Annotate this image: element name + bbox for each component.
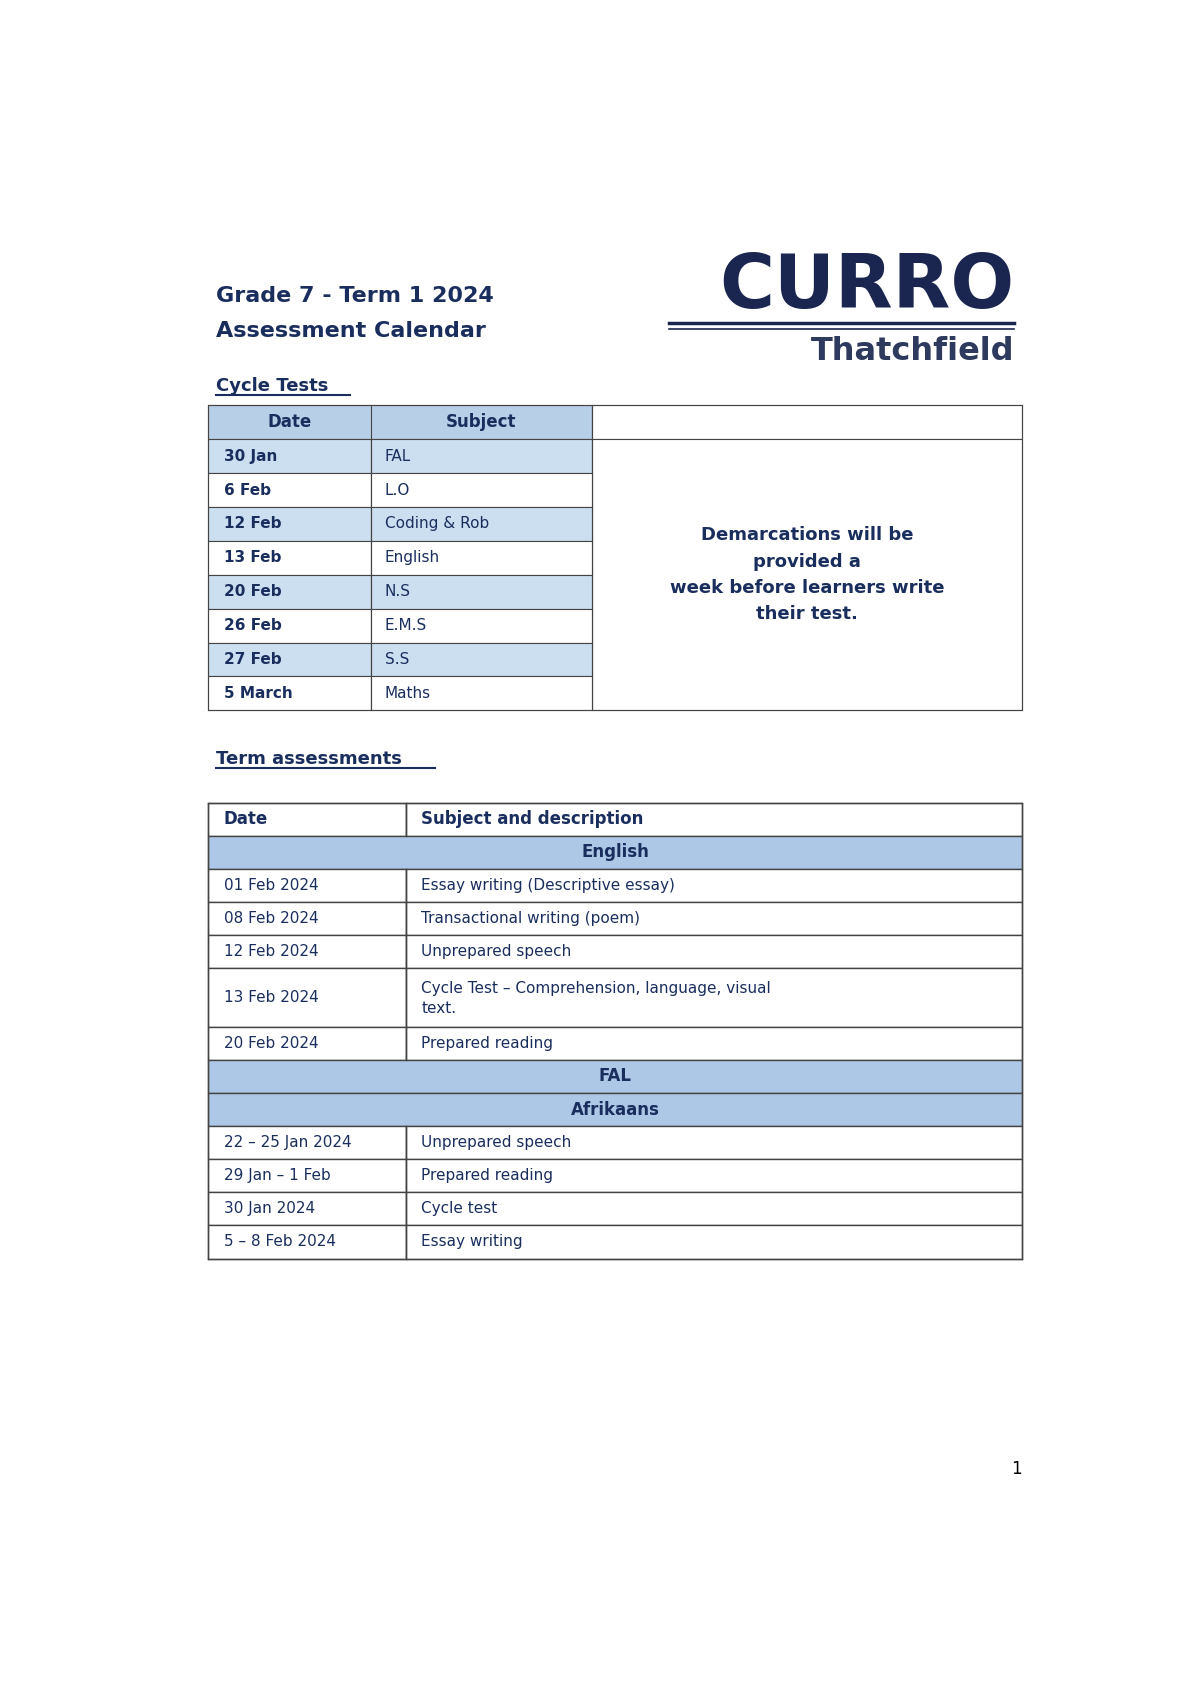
Bar (208, 935, 406, 969)
Bar (208, 643, 371, 677)
Text: Essay writing (Descriptive essay): Essay writing (Descriptive essay) (421, 877, 676, 893)
Text: 1: 1 (1012, 1459, 1022, 1478)
Text: Essay writing: Essay writing (421, 1234, 523, 1249)
Text: CURRO: CURRO (719, 251, 1014, 324)
Text: Assessment Calendar: Assessment Calendar (216, 321, 486, 341)
Bar (208, 406, 592, 440)
Text: Demarcations will be
provided a
week before learners write
their test.: Demarcations will be provided a week bef… (670, 526, 944, 623)
Bar (208, 609, 371, 643)
Bar (208, 1225, 406, 1259)
Bar (406, 1127, 1022, 1159)
Bar (371, 609, 592, 643)
Text: 12 Feb 2024: 12 Feb 2024 (223, 944, 318, 959)
Text: 26 Feb: 26 Feb (223, 618, 281, 633)
Bar (406, 1027, 1022, 1061)
Bar (371, 541, 592, 575)
Bar (208, 803, 406, 837)
Bar (371, 677, 592, 711)
Text: Maths: Maths (385, 686, 431, 701)
Text: Prepared reading: Prepared reading (421, 1035, 553, 1050)
Text: Coding & Rob: Coding & Rob (385, 516, 490, 531)
Bar (208, 1127, 406, 1159)
Bar (208, 541, 371, 575)
Text: Subject: Subject (446, 414, 516, 431)
Text: Unprepared speech: Unprepared speech (421, 944, 571, 959)
Bar (371, 643, 592, 677)
Text: L.O: L.O (385, 482, 410, 497)
Bar (592, 406, 1022, 440)
Bar (406, 1225, 1022, 1259)
Text: 29 Jan – 1 Feb: 29 Jan – 1 Feb (223, 1168, 330, 1183)
Text: 6 Feb: 6 Feb (223, 482, 271, 497)
Bar (208, 473, 371, 507)
Text: Afrikaans: Afrikaans (570, 1101, 660, 1118)
Text: 13 Feb: 13 Feb (223, 550, 281, 565)
Text: N.S: N.S (385, 584, 410, 599)
Text: 5 – 8 Feb 2024: 5 – 8 Feb 2024 (223, 1234, 336, 1249)
Text: 20 Feb 2024: 20 Feb 2024 (223, 1035, 318, 1050)
Text: 30 Jan 2024: 30 Jan 2024 (223, 1201, 314, 1217)
Text: 20 Feb: 20 Feb (223, 584, 281, 599)
Bar (406, 869, 1022, 903)
Bar (208, 1159, 406, 1193)
Bar (406, 969, 1022, 1027)
Bar (208, 1193, 406, 1225)
Bar (208, 1061, 1022, 1093)
Text: S.S: S.S (385, 652, 409, 667)
Bar (208, 869, 406, 903)
Text: E.M.S: E.M.S (385, 618, 427, 633)
Bar (592, 440, 1022, 711)
Bar (406, 1193, 1022, 1225)
Bar (406, 1159, 1022, 1193)
Text: Prepared reading: Prepared reading (421, 1168, 553, 1183)
Text: English: English (581, 843, 649, 862)
Bar (406, 903, 1022, 935)
Bar (208, 507, 371, 541)
Bar (208, 903, 406, 935)
Bar (406, 935, 1022, 969)
Bar (371, 575, 592, 609)
Text: 01 Feb 2024: 01 Feb 2024 (223, 877, 318, 893)
Bar (208, 677, 371, 711)
Text: Transactional writing (poem): Transactional writing (poem) (421, 911, 641, 927)
Text: 5 March: 5 March (223, 686, 293, 701)
Text: Cycle Test – Comprehension, language, visual: Cycle Test – Comprehension, language, vi… (421, 981, 772, 996)
Text: 22 – 25 Jan 2024: 22 – 25 Jan 2024 (223, 1135, 352, 1151)
Bar (371, 473, 592, 507)
Text: Date: Date (268, 414, 312, 431)
Text: 13 Feb 2024: 13 Feb 2024 (223, 989, 318, 1005)
Bar (371, 507, 592, 541)
Text: Unprepared speech: Unprepared speech (421, 1135, 571, 1151)
Bar (208, 837, 1022, 869)
Text: text.: text. (421, 1001, 456, 1015)
Bar (208, 440, 371, 473)
Text: 27 Feb: 27 Feb (223, 652, 281, 667)
Text: Term assessments: Term assessments (216, 750, 402, 769)
Text: English: English (385, 550, 440, 565)
Bar (208, 969, 406, 1027)
Text: Thatchfield: Thatchfield (810, 336, 1014, 367)
Text: FAL: FAL (599, 1067, 631, 1086)
Text: Date: Date (223, 809, 268, 828)
Bar (208, 575, 371, 609)
Bar (371, 440, 592, 473)
Text: Cycle Tests: Cycle Tests (216, 377, 329, 395)
Bar (208, 1093, 1022, 1127)
Text: Subject and description: Subject and description (421, 809, 643, 828)
Text: FAL: FAL (385, 448, 412, 463)
Bar (406, 803, 1022, 837)
Text: 12 Feb: 12 Feb (223, 516, 281, 531)
Text: 30 Jan: 30 Jan (223, 448, 277, 463)
Text: 08 Feb 2024: 08 Feb 2024 (223, 911, 318, 927)
Text: Cycle test: Cycle test (421, 1201, 498, 1217)
Text: Grade 7 - Term 1 2024: Grade 7 - Term 1 2024 (216, 287, 493, 305)
Bar (208, 1027, 406, 1061)
